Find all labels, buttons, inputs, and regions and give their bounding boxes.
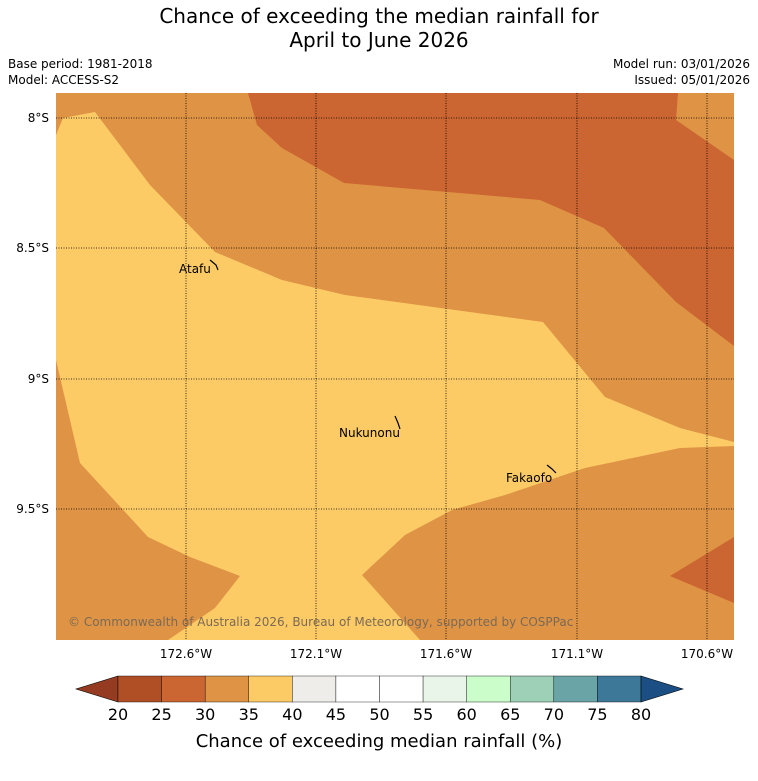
- colorbar-swatch: [204, 675, 249, 703]
- model-name: Model: ACCESS-S2: [8, 73, 120, 87]
- colorbar-swatch: [466, 675, 511, 703]
- colorbar-tick-label: 65: [500, 705, 520, 724]
- lon-label: 172.1°W: [290, 647, 342, 661]
- base-period: Base period: 1981-2018: [8, 57, 153, 71]
- title-line-2: April to June 2026: [289, 28, 469, 52]
- title-line-1: Chance of exceeding the median rainfall …: [159, 4, 599, 28]
- colorbar-tick-label: 55: [413, 705, 433, 724]
- colorbar-tick-label: 50: [369, 705, 389, 724]
- lon-labels: 172.6°W 172.1°W 171.6°W 171.1°W 170.6°W: [160, 647, 733, 661]
- meta-left: Base period: 1981-2018 Model: ACCESS-S2: [8, 56, 153, 88]
- atafu-outline: [209, 259, 219, 271]
- lon-label: 170.6°W: [681, 647, 733, 661]
- colorbar-swatch: [379, 675, 424, 703]
- colorbar-swatch: [553, 675, 598, 703]
- colorbar-tick-label: 75: [587, 705, 607, 724]
- probability-fill: [56, 93, 734, 640]
- colorbar-extend-below: [74, 675, 119, 703]
- colorbar-tick-label: 25: [151, 705, 171, 724]
- colorbar-swatch: [422, 675, 467, 703]
- colorbar-tick-label: 40: [282, 705, 302, 724]
- copyright-text: © Commonwealth of Australia 2026, Bureau…: [68, 615, 573, 629]
- colorbar: [74, 675, 685, 703]
- colorbar-tick-label: 80: [631, 705, 651, 724]
- colorbar-tick-label: 20: [108, 705, 128, 724]
- colorbar-swatch: [248, 675, 293, 703]
- colorbar-tick-label: 45: [326, 705, 346, 724]
- place-labels: Atafu Nukunonu Fakaofo: [179, 262, 552, 485]
- colorbar-extend-above: [640, 675, 685, 703]
- model-run: Model run: 03/01/2026: [612, 57, 750, 71]
- colorbar-swatch: [161, 675, 206, 703]
- colorbar-swatch: [510, 675, 555, 703]
- chart-title: Chance of exceeding the median rainfall …: [0, 4, 758, 52]
- place-label-nukunonu: Nukunonu: [339, 426, 400, 440]
- lat-label: 8°S: [28, 111, 49, 125]
- lat-labels: 8°S 8.5°S 9°S 9.5°S: [16, 111, 49, 516]
- place-label-fakaofo: Fakaofo: [506, 471, 552, 485]
- colorbar-tick-label: 60: [456, 705, 476, 724]
- lon-label: 171.1°W: [551, 647, 603, 661]
- issued-date: Issued: 05/01/2026: [634, 73, 750, 87]
- colorbar-tick-label: 35: [239, 705, 259, 724]
- colorbar-ticks: 20 25 30 35 40 45 50 55 60 65 70 75 80: [108, 705, 651, 724]
- region-35-40: [56, 112, 734, 640]
- lat-label: 8.5°S: [16, 241, 49, 255]
- lat-label: 9°S: [28, 372, 49, 386]
- colorbar-tick-label: 30: [195, 705, 215, 724]
- nukunonu-outline: [394, 415, 401, 430]
- region-25-30-southeast: [670, 537, 734, 603]
- graticule: [56, 93, 734, 640]
- place-label-atafu: Atafu: [179, 262, 211, 276]
- colorbar-tick-label: 70: [544, 705, 564, 724]
- colorbar-swatch: [597, 675, 642, 703]
- lon-label: 172.6°W: [160, 647, 212, 661]
- colorbar-swatch: [292, 675, 337, 703]
- fakaofo-outline: [546, 464, 557, 474]
- colorbar-swatch: [335, 675, 380, 703]
- colorbar-swatch: [117, 675, 162, 703]
- meta-right: Model run: 03/01/2026 Issued: 05/01/2026: [613, 56, 750, 88]
- lon-label: 171.6°W: [420, 647, 472, 661]
- colorbar-title: Chance of exceeding median rainfall (%): [196, 731, 563, 752]
- region-25-30-north: [248, 93, 734, 346]
- lat-label: 9.5°S: [16, 502, 49, 516]
- atolls: [209, 259, 557, 474]
